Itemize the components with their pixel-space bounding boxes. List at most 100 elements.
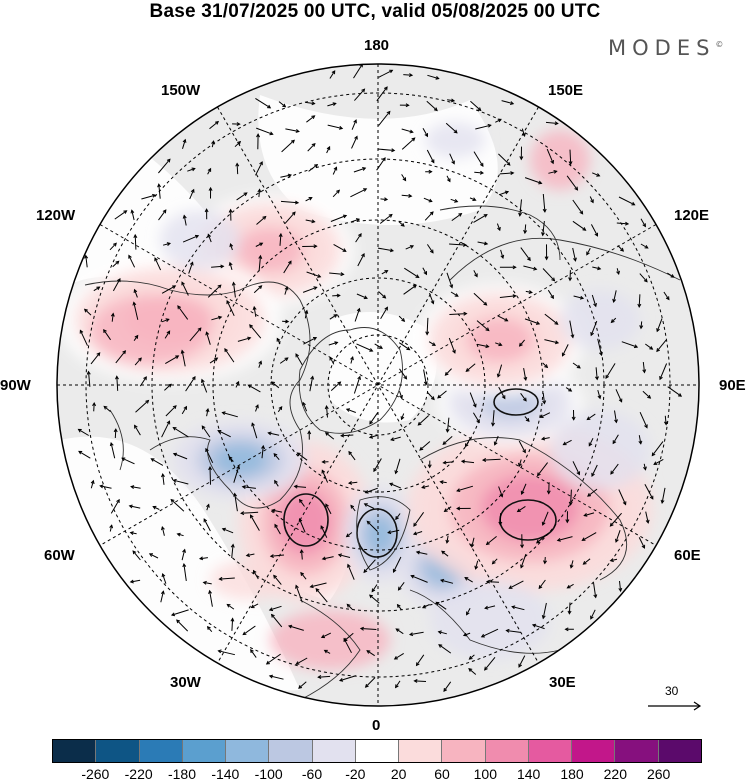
wind-vector: [283, 260, 292, 274]
wind-vector: [523, 224, 528, 235]
wind-vector: [279, 357, 289, 364]
wind-vector: [380, 197, 389, 202]
wind-vector: [321, 459, 329, 464]
wind-vector: [422, 128, 428, 138]
wind-vector: [499, 171, 515, 176]
wind-vector: [389, 482, 402, 489]
wind-vector: [345, 408, 356, 413]
wind-vector: [447, 98, 456, 103]
wind-vector: [207, 167, 212, 175]
wind-vector: [379, 213, 393, 224]
wind-vector: [561, 344, 569, 357]
wind-vector: [218, 576, 235, 581]
wind-vector: [594, 367, 599, 381]
wind-vector: [542, 193, 547, 213]
wind-vector: [401, 128, 414, 134]
wind-vector: [128, 254, 136, 268]
wind-vector: [257, 188, 262, 198]
colorbar-tick-label: 260: [646, 766, 671, 782]
colorbar-tick-label: 20: [390, 766, 407, 782]
wind-vector: [234, 140, 242, 148]
wind-vector: [405, 245, 415, 250]
lon-label-90e: 90E: [719, 377, 746, 394]
wind-vector: [364, 677, 376, 688]
wind-vector: [443, 506, 452, 512]
wind-vector: [369, 412, 379, 425]
wind-vector: [495, 342, 503, 347]
wind-vector: [480, 628, 499, 638]
wind-vector: [333, 243, 347, 252]
coastlines: [84, 205, 681, 701]
wind-vector: [474, 170, 485, 175]
wind-vector: [317, 674, 331, 679]
wind-vector: [249, 324, 262, 339]
graticule: [57, 64, 699, 706]
wind-vector: [359, 626, 377, 631]
wind-vector: [110, 498, 120, 514]
wind-vector: [638, 537, 646, 549]
wind-vector: [642, 390, 652, 399]
wind-vector: [321, 556, 334, 561]
wind-vector: [511, 605, 525, 611]
wind-vector: [448, 337, 456, 354]
wind-vector: [328, 341, 339, 346]
wind-vector: [470, 537, 475, 548]
wind-vector: [421, 485, 430, 489]
lon-label-150e: 150E: [548, 82, 584, 99]
wind-vector: [427, 392, 435, 401]
wind-vector: [390, 436, 401, 442]
vector-scale-label: 30: [665, 684, 679, 698]
anomaly-contour-fill: [236, 227, 304, 273]
wind-vector: [170, 498, 185, 512]
wind-vector: [324, 405, 329, 418]
wind-vector: [569, 560, 574, 569]
wind-vector: [273, 574, 282, 585]
wind-vector: [645, 511, 650, 524]
wind-vector: [206, 503, 210, 511]
wind-vector: [445, 417, 450, 433]
wind-vector: [209, 357, 219, 364]
wind-vector: [300, 571, 307, 580]
wind-vector: [302, 401, 308, 412]
wind-vector: [265, 653, 281, 665]
wind-vector: [468, 654, 475, 660]
wind-vector: [77, 428, 89, 436]
wind-vector: [307, 430, 312, 440]
wind-vector: [614, 410, 618, 424]
wind-vector: [274, 523, 281, 535]
wind-vector: [112, 260, 120, 268]
wind-vector: [324, 432, 335, 440]
wind-vector: [592, 266, 602, 271]
wind-vector: [132, 301, 139, 320]
wind-vector: [394, 458, 401, 475]
wind-vector: [417, 415, 430, 426]
wind-vector: [129, 579, 141, 584]
wind-vector: [228, 261, 233, 271]
wind-vector: [381, 270, 389, 275]
wind-vector: [229, 243, 234, 251]
colorbar-swatch: [269, 740, 313, 762]
wind-vector: [231, 281, 236, 298]
wind-vector: [99, 484, 112, 489]
anomaly-contour-fill: [90, 295, 210, 365]
wind-vector: [469, 392, 477, 408]
wind-vector: [401, 193, 413, 198]
wind-vector: [422, 267, 427, 276]
wind-vector: [141, 193, 157, 200]
wind-vector: [323, 649, 331, 654]
wind-vector: [93, 286, 101, 292]
colorbar-swatch: [139, 740, 183, 762]
wind-vector: [306, 271, 322, 278]
wind-vector: [437, 630, 447, 635]
wind-vector: [182, 562, 187, 581]
wind-vector: [133, 233, 138, 250]
wind-vector: [401, 174, 407, 182]
wind-vector: [639, 273, 648, 283]
wind-vector: [473, 151, 484, 167]
wind-vector: [519, 146, 524, 161]
anomaly-contour-fill: [480, 474, 580, 542]
wind-vector: [332, 293, 341, 298]
wind-vector: [426, 149, 435, 164]
lon-label-60w: 60W: [44, 547, 75, 564]
wind-vector: [305, 197, 313, 202]
